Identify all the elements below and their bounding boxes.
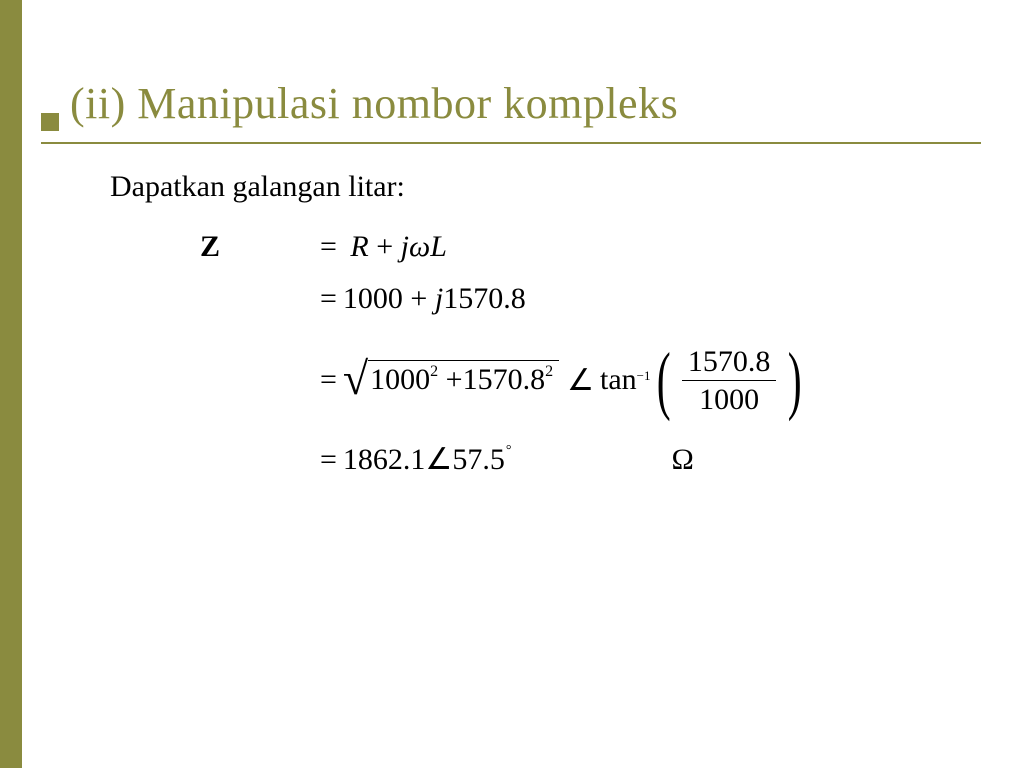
fraction-bar [682, 380, 777, 381]
angle-symbol: ∠ [567, 363, 594, 398]
angle-symbol: ∠ [425, 443, 452, 476]
right-paren-icon: ) [788, 350, 802, 411]
unit-ohm: Ω [671, 443, 693, 476]
fraction-denominator: 1000 [682, 383, 777, 416]
equals-sign: = [320, 363, 337, 397]
left-paren-icon: ( [656, 350, 670, 411]
sqrt-term-a: 1000 [370, 363, 430, 396]
degree-symbol: ° [506, 443, 512, 458]
sqrt-term-b: 1570.8 [463, 363, 546, 396]
equation-line-4: =1862.1∠57.5° Ω [200, 442, 808, 477]
fraction: 1570.8 1000 [682, 345, 777, 416]
sqrt-icon: √ [343, 363, 368, 395]
var-L: L [430, 230, 447, 263]
slide: { "colors": { "accent": "#8a8b3f", "titl… [0, 0, 1024, 768]
accent-bar [0, 0, 22, 768]
equation-line-1: Z = R + jωL [200, 230, 808, 264]
value-magnitude: 1862.1 [343, 443, 426, 476]
equals-sign: = [320, 443, 337, 476]
equation-block: Z = R + jωL =1000 + j1570.8 = √ 10002 +1… [200, 220, 808, 477]
sqrt-expression: √ 10002 +1570.82 [343, 362, 559, 399]
var-j: j [435, 282, 443, 315]
exponent-2: 2 [430, 363, 438, 380]
exponent-2: 2 [545, 363, 553, 380]
plus-sign: + [403, 282, 435, 315]
var-j: j [401, 230, 409, 263]
value-real: 1000 [343, 282, 403, 315]
slide-title: (ii) Manipulasi nombor kompleks [70, 78, 678, 129]
plus-sign: + [438, 363, 462, 396]
var-R: R [350, 230, 368, 263]
equation-line-2: =1000 + j1570.8 [200, 282, 808, 316]
value-imag: 1570.8 [443, 282, 526, 315]
equals-sign: = [320, 282, 337, 315]
equals-sign: = [320, 230, 337, 263]
plus-sign: + [369, 230, 401, 263]
body-text: Dapatkan galangan litar: [110, 170, 405, 204]
fraction-numerator: 1570.8 [682, 345, 777, 378]
inverse-exponent: −1 [637, 368, 651, 384]
tan-label: tan [600, 363, 637, 397]
equation-line-3: = √ 10002 +1570.82 ∠ tan−1 ( 1570.8 1000… [200, 340, 808, 420]
value-phase: 57.5 [452, 443, 505, 476]
var-omega: ω [409, 230, 430, 263]
impedance-symbol: Z [200, 230, 320, 264]
title-underline [41, 142, 981, 144]
accent-square [41, 113, 59, 131]
